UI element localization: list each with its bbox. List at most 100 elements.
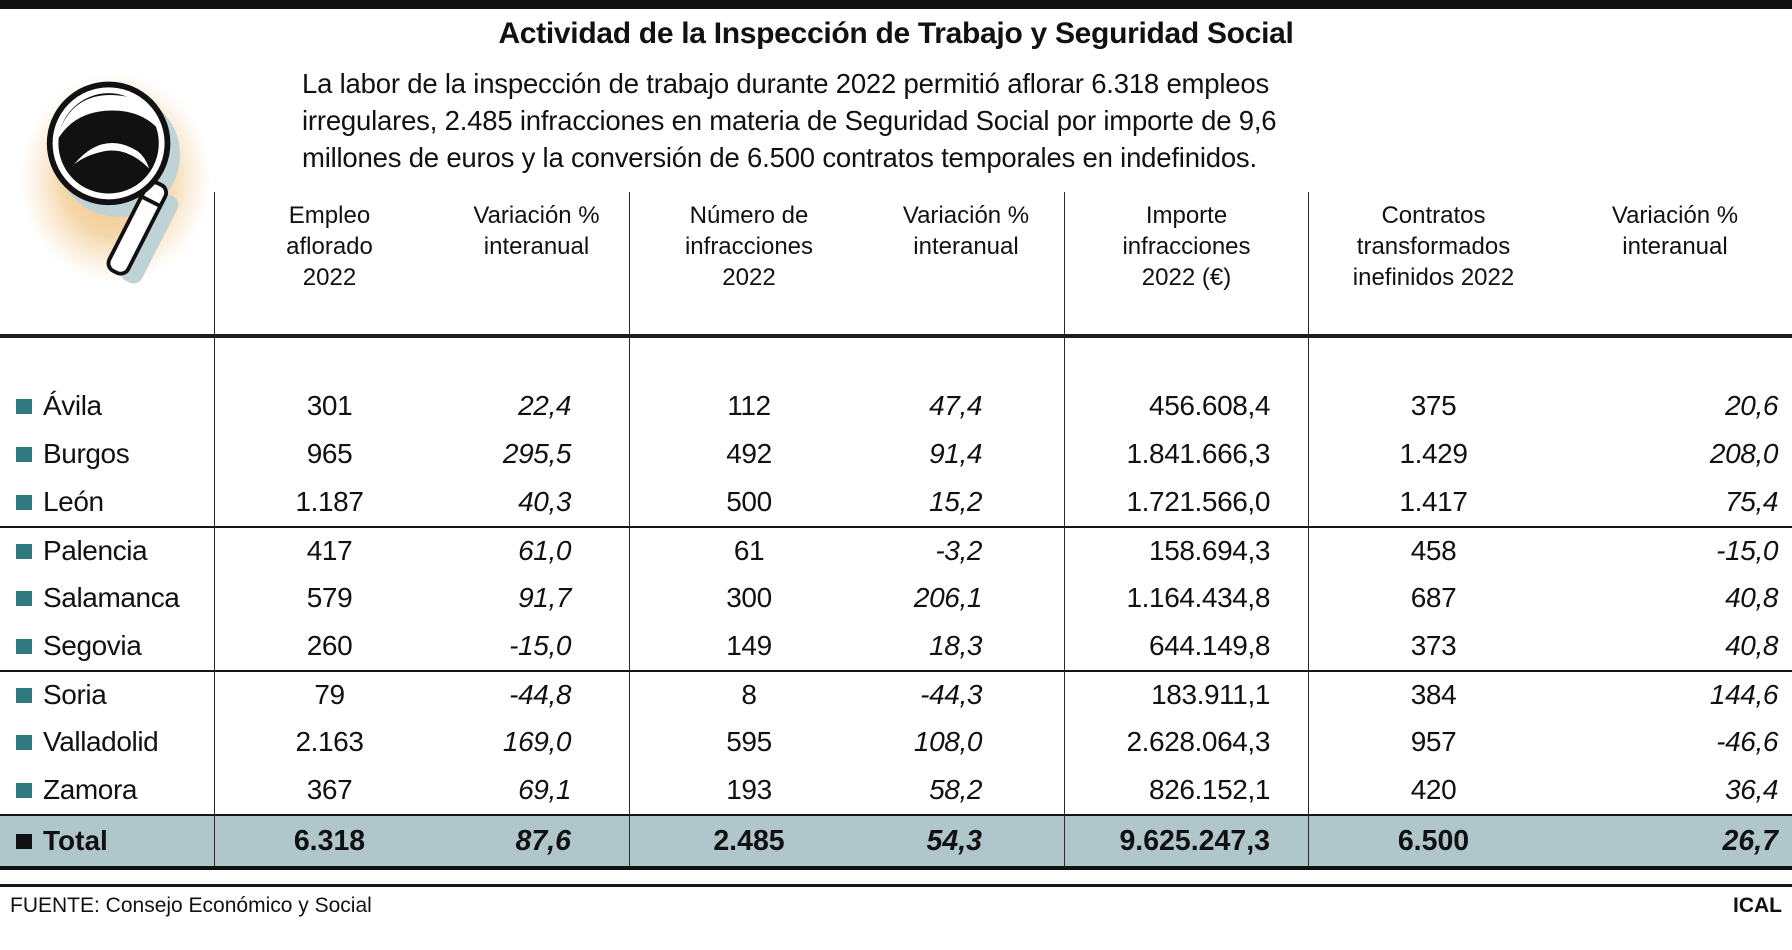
cell-empleo: 301 xyxy=(306,390,353,421)
province-label: Valladolid xyxy=(43,726,159,757)
square-bullet-icon xyxy=(16,543,32,559)
table-spacer-row xyxy=(0,338,1792,382)
cell-var-infracciones: -3,2 xyxy=(868,528,1065,574)
cell-var-contratos: 208,0 xyxy=(1709,438,1778,469)
header-province xyxy=(0,192,215,334)
cell-var-contratos: -46,6 xyxy=(1716,726,1778,757)
province-label: Soria xyxy=(43,679,107,710)
province-label: Zamora xyxy=(43,774,138,805)
cell-importe: 2.628.064,3 xyxy=(1065,718,1309,766)
cell-var-empleo: 169,0 xyxy=(444,718,630,766)
cell-importe: 456.608,4 xyxy=(1065,382,1309,430)
cell-importe: 1.841.666,3 xyxy=(1065,430,1309,478)
cell-var-infracciones: 108,0 xyxy=(868,718,1065,766)
cell-contratos: 687 xyxy=(1410,582,1457,613)
square-bullet-icon xyxy=(16,446,32,462)
header-var-empleo: Variación % interanual xyxy=(444,192,630,334)
total-contratos: 6.500 xyxy=(1397,824,1470,857)
cell-importe: 158.694,3 xyxy=(1065,528,1309,574)
cell-infracciones: 149 xyxy=(726,630,772,661)
cell-var-empleo: 40,3 xyxy=(444,478,630,526)
data-table: Empleo aflorado 2022 Variación % interan… xyxy=(0,192,1792,870)
header-empleo: Empleo aflorado 2022 xyxy=(286,202,373,291)
cell-empleo: 367 xyxy=(306,774,353,805)
cell-infracciones: 300 xyxy=(726,582,772,613)
cell-var-empleo: 61,0 xyxy=(444,528,630,574)
header-importe: Importe infracciones 2022 (€) xyxy=(1065,192,1309,334)
square-bullet-icon xyxy=(16,590,32,606)
cell-var-infracciones: 206,1 xyxy=(868,574,1065,622)
cell-var-contratos: 40,8 xyxy=(1725,582,1778,613)
total-label: Total xyxy=(43,825,108,856)
square-bullet-icon xyxy=(16,638,32,654)
province-label: Burgos xyxy=(43,438,130,469)
cell-contratos: 957 xyxy=(1410,726,1457,757)
cell-var-contratos: 20,6 xyxy=(1725,390,1778,421)
total-empleo: 6.318 xyxy=(293,824,366,857)
cell-empleo: 417 xyxy=(306,535,353,566)
cell-var-empleo: -15,0 xyxy=(444,622,630,670)
cell-var-empleo: 295,5 xyxy=(444,430,630,478)
province-label: Salamanca xyxy=(43,582,180,613)
cell-var-infracciones: 15,2 xyxy=(868,478,1065,526)
cell-infracciones: 492 xyxy=(726,438,772,469)
cell-var-contratos: 40,8 xyxy=(1725,630,1778,661)
agency-credit: ICAL xyxy=(1733,894,1782,917)
table-row-segovia: Segovia 260 -15,0 149 18,3 644.149,8 373… xyxy=(0,622,1792,670)
cell-importe: 183.911,1 xyxy=(1065,672,1309,718)
cell-contratos: 384 xyxy=(1410,679,1457,710)
province-label: Ávila xyxy=(43,390,102,421)
table-row-salamanca: Salamanca 579 91,7 300 206,1 1.164.434,8… xyxy=(0,574,1792,622)
cell-var-empleo: 22,4 xyxy=(444,382,630,430)
cell-var-infracciones: 91,4 xyxy=(868,430,1065,478)
square-bullet-icon xyxy=(16,687,32,703)
intro-line-1: La labor de la inspección de trabajo dur… xyxy=(302,68,1269,99)
cell-var-contratos: -15,0 xyxy=(1716,535,1778,566)
table-row-leon: León 1.187 40,3 500 15,2 1.721.566,0 1.4… xyxy=(0,478,1792,526)
intro-paragraph: La labor de la inspección de trabajo dur… xyxy=(302,65,1792,176)
province-label: Palencia xyxy=(43,535,148,566)
table-row-valladolid: Valladolid 2.163 169,0 595 108,0 2.628.0… xyxy=(0,718,1792,766)
cell-var-contratos: 144,6 xyxy=(1709,679,1778,710)
total-importe: 9.625.247,3 xyxy=(1065,816,1309,866)
cell-importe: 1.721.566,0 xyxy=(1065,478,1309,526)
source-credit: FUENTE: Consejo Económico y Social xyxy=(10,894,372,917)
magnifier-icon-svg xyxy=(18,71,212,285)
province-label: León xyxy=(43,486,104,517)
cell-contratos: 458 xyxy=(1410,535,1457,566)
table-row-zamora: Zamora 367 69,1 193 58,2 826.152,1 420 3… xyxy=(0,766,1792,814)
page-title: Actividad de la Inspección de Trabajo y … xyxy=(498,17,1294,50)
header-var-infracciones: Variación % interanual xyxy=(868,192,1065,334)
square-bullet-icon xyxy=(16,734,32,750)
cell-empleo: 579 xyxy=(306,582,353,613)
cell-var-empleo: 91,7 xyxy=(444,574,630,622)
cell-var-infracciones: -44,3 xyxy=(868,672,1065,718)
cell-contratos: 420 xyxy=(1410,774,1457,805)
cell-infracciones: 595 xyxy=(726,726,772,757)
magnifier-icon xyxy=(14,60,236,302)
cell-importe: 1.164.434,8 xyxy=(1065,574,1309,622)
square-bullet-icon xyxy=(16,833,32,849)
square-bullet-icon xyxy=(16,494,32,510)
top-black-bar xyxy=(0,0,1792,9)
table-row-soria: Soria 79 -44,8 8 -44,3 183.911,1 384 144… xyxy=(0,670,1792,718)
header-contratos: Contratos transformados inefinidos 2022 xyxy=(1352,202,1515,291)
cell-contratos: 373 xyxy=(1410,630,1457,661)
cell-infracciones: 61 xyxy=(733,535,765,566)
cell-importe: 644.149,8 xyxy=(1065,622,1309,670)
cell-infracciones: 8 xyxy=(741,679,757,710)
cell-empleo: 79 xyxy=(314,679,345,710)
cell-infracciones: 193 xyxy=(726,774,772,805)
total-var-empleo: 87,6 xyxy=(444,816,630,866)
table-row-avila: Ávila 301 22,4 112 47,4 456.608,4 375 20… xyxy=(0,382,1792,430)
intro-line-2: irregulares, 2.485 infracciones en mater… xyxy=(302,105,1277,136)
cell-var-infracciones: 58,2 xyxy=(868,766,1065,814)
cell-var-contratos: 36,4 xyxy=(1725,774,1778,805)
header-infracciones: Número de infracciones 2022 xyxy=(684,202,814,291)
total-infracciones: 2.485 xyxy=(713,824,785,857)
cell-empleo: 2.163 xyxy=(295,726,364,757)
cell-var-empleo: 69,1 xyxy=(444,766,630,814)
cell-empleo: 260 xyxy=(306,630,353,661)
cell-var-contratos: 75,4 xyxy=(1725,486,1778,517)
